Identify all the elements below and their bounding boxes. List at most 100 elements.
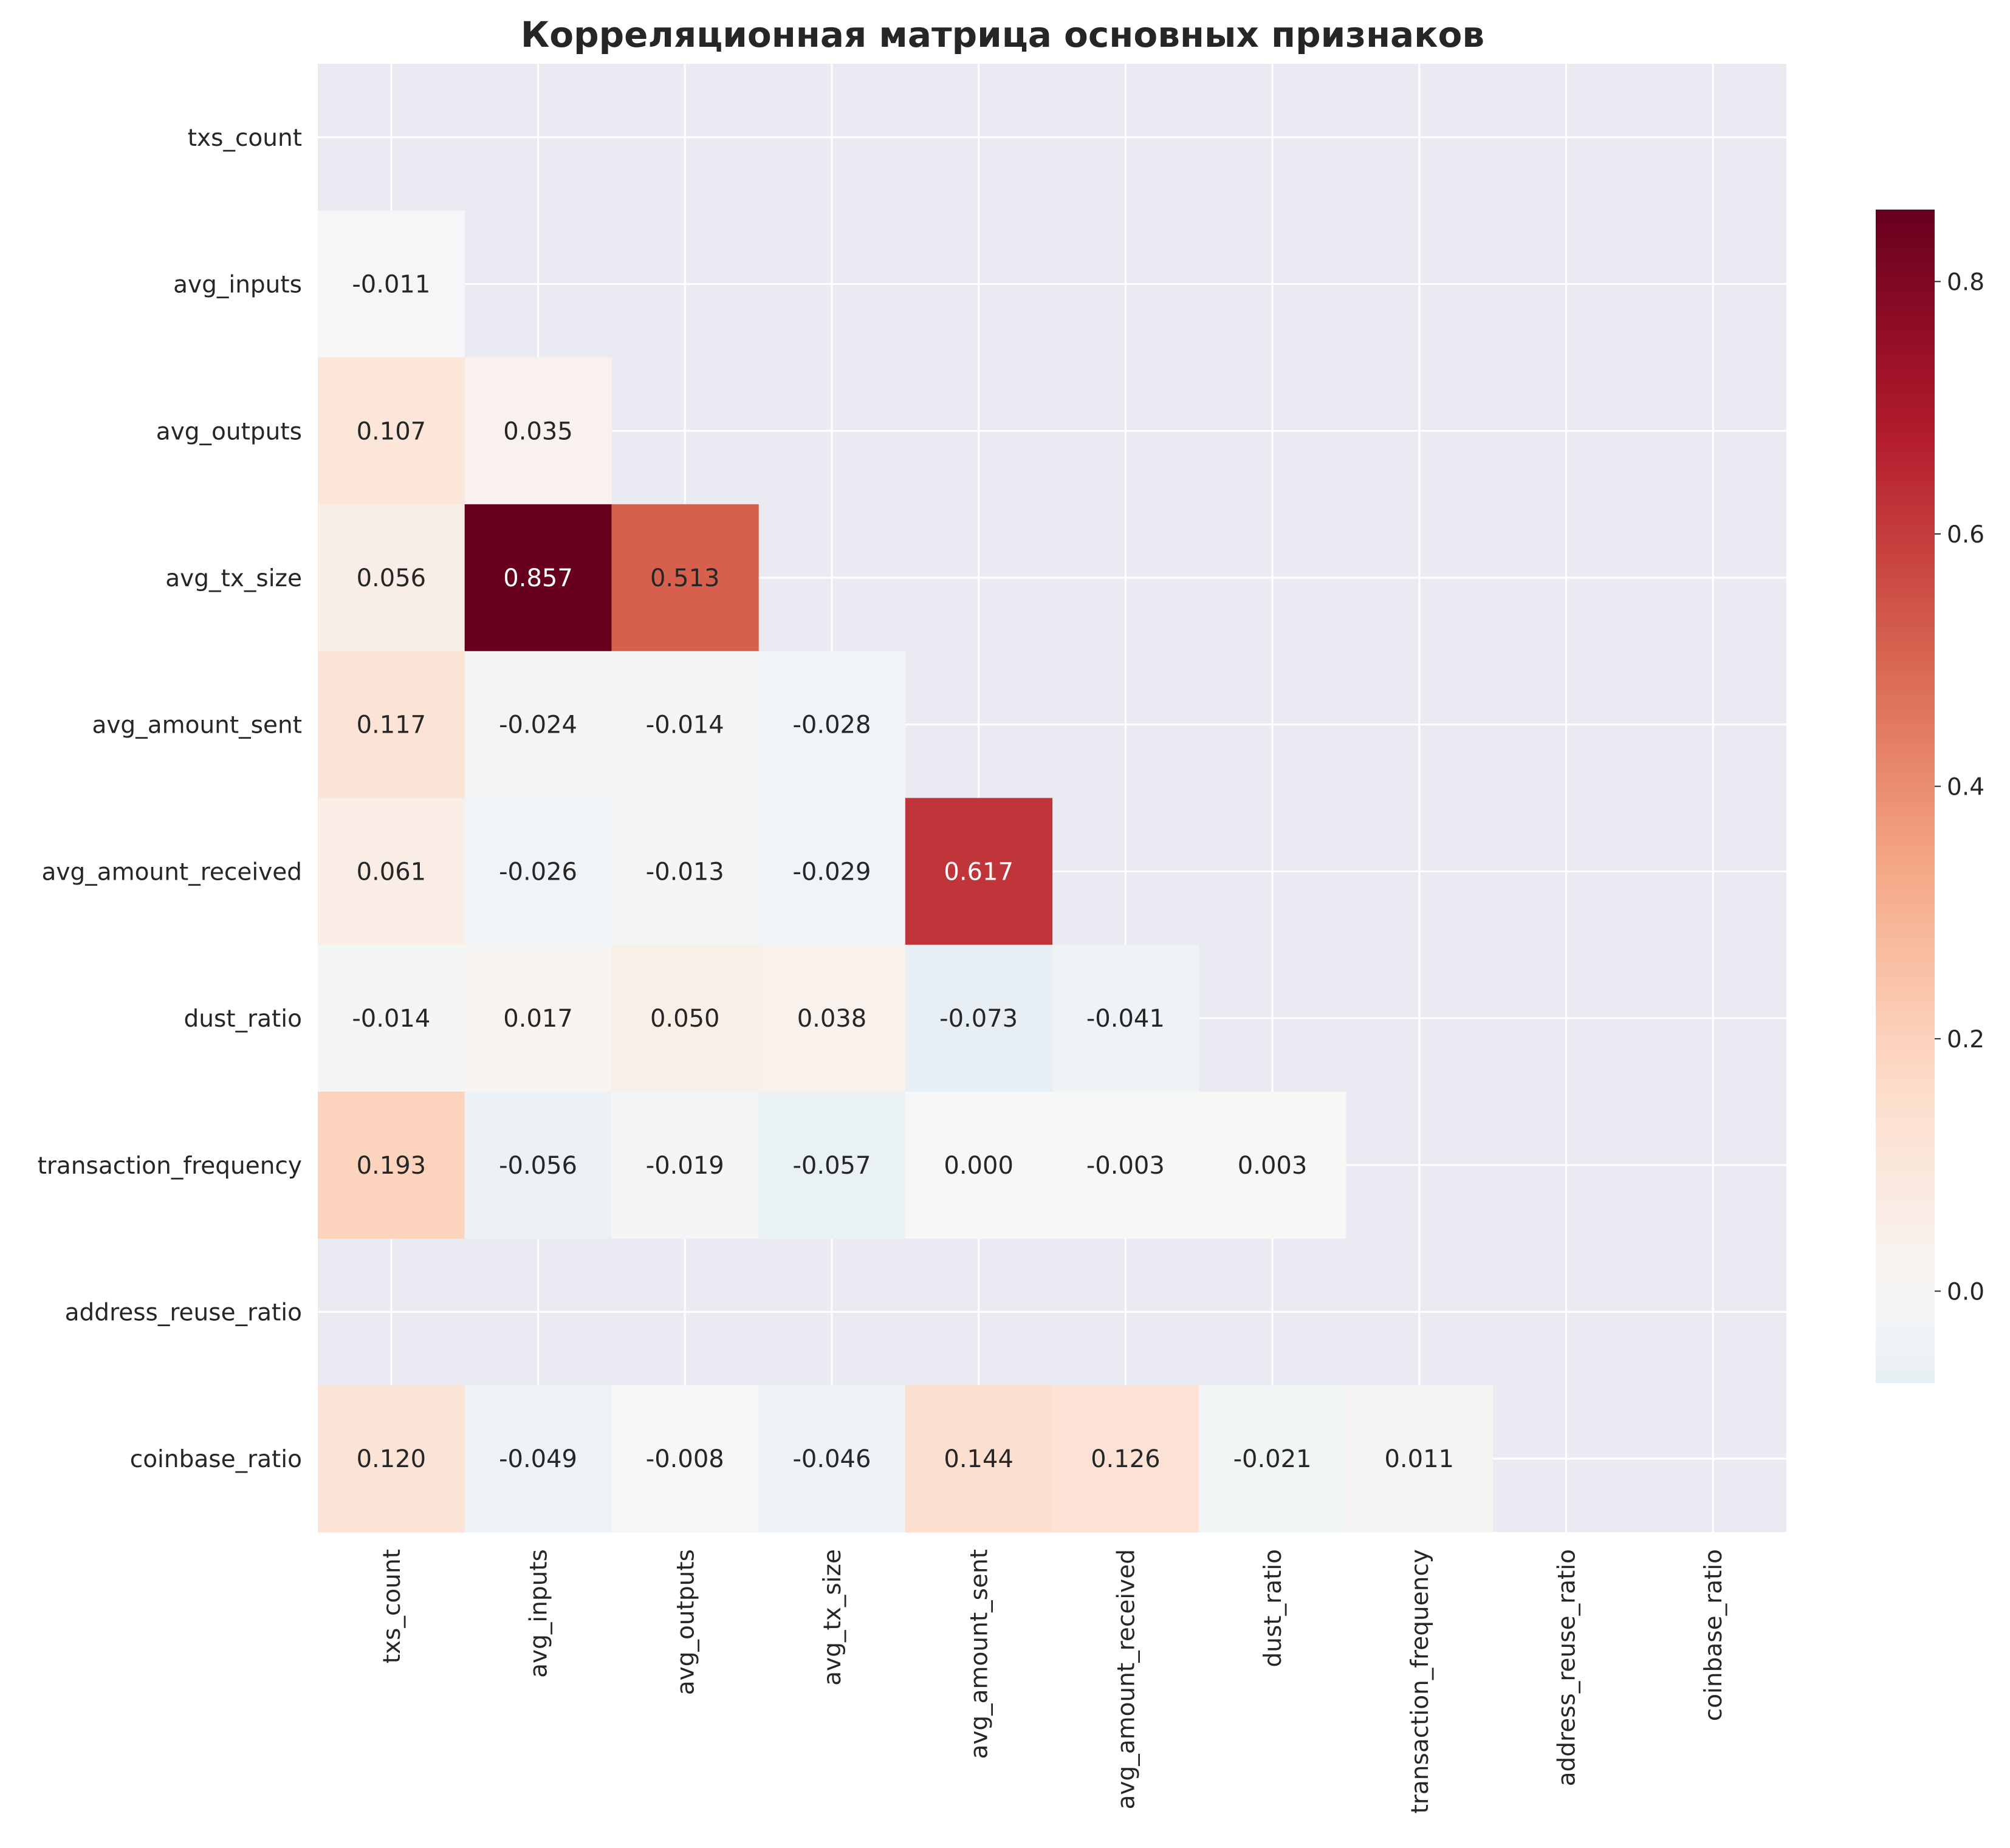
cell-value-label: 0.003 — [1238, 1152, 1308, 1180]
cell-value-label: 0.000 — [944, 1152, 1014, 1180]
y-axis-tick-labels: txs_count avg_inputs avg_outputs avg_tx_siz… — [38, 125, 302, 1473]
heatmap-cell — [1345, 1385, 1494, 1533]
cell-value-label: -0.029 — [792, 858, 871, 886]
cell-value-label: -0.073 — [939, 1005, 1018, 1033]
heatmap-cell — [1052, 1385, 1199, 1533]
cell-value-label: 0.117 — [357, 711, 427, 739]
heatmap-cell — [464, 504, 612, 652]
y-tick-label: avg_amount_received — [42, 858, 303, 886]
heatmap-cell — [1199, 1385, 1346, 1533]
heatmap-cell — [464, 945, 612, 1092]
heatmap-cell — [611, 798, 759, 945]
heatmap-cell — [1199, 1091, 1346, 1239]
colorbar-tick-label: 0.4 — [1947, 773, 1984, 801]
cell-value-label: 0.050 — [650, 1005, 720, 1033]
colorbar-gradient — [1876, 210, 1935, 1383]
x-tick-label: txs_count — [379, 1549, 406, 1663]
heatmap-cell — [758, 1385, 906, 1533]
heatmap-cell — [318, 210, 465, 358]
x-tick-label: avg_amount_sent — [966, 1549, 993, 1759]
heatmap-cell — [464, 1385, 612, 1533]
heatmap-cell — [318, 651, 465, 799]
cell-value-label: -0.013 — [646, 858, 724, 886]
cell-value-label: -0.024 — [499, 711, 577, 739]
heatmap-cell — [905, 945, 1053, 1092]
heatmap-cell — [758, 1091, 906, 1239]
y-tick-label: avg_tx_size — [165, 565, 302, 592]
cell-value-label: -0.003 — [1086, 1152, 1165, 1180]
heatmap-cell — [611, 1091, 759, 1239]
x-tick-label: avg_tx_size — [819, 1549, 846, 1686]
cell-value-label: 0.120 — [357, 1445, 427, 1473]
y-tick-label: avg_outputs — [156, 418, 302, 445]
cell-value-label: 0.513 — [650, 564, 720, 592]
heatmap-cell — [611, 1385, 759, 1533]
cell-value-label: 0.617 — [944, 858, 1014, 886]
heatmap-cell — [318, 1091, 465, 1239]
heatmap-cell — [318, 357, 465, 505]
heatmap-cell — [905, 798, 1053, 945]
y-tick-label: dust_ratio — [184, 1005, 302, 1033]
cell-value-label: 0.144 — [944, 1445, 1014, 1473]
heatmap-cells: -0.011 0.107 0.035 0.056 0.857 0.513 0.117 -0.0… — [318, 210, 1494, 1533]
heatmap-cell — [758, 651, 906, 799]
cell-value-label: -0.019 — [646, 1152, 724, 1180]
cell-value-label: 0.011 — [1384, 1445, 1454, 1473]
x-tick-label: avg_amount_received — [1113, 1549, 1140, 1810]
heatmap-cell — [318, 798, 465, 945]
heatmap-cell — [1052, 1091, 1199, 1239]
heatmap-cell — [905, 1091, 1053, 1239]
cell-value-label: -0.014 — [352, 1005, 430, 1033]
y-tick-label: avg_amount_sent — [92, 712, 302, 739]
cell-value-label: -0.041 — [1086, 1005, 1165, 1033]
x-tick-label: transaction_frequency — [1407, 1549, 1434, 1813]
x-tick-label: avg_outputs — [672, 1549, 699, 1695]
heatmap-cell — [611, 651, 759, 799]
y-tick-label: coinbase_ratio — [130, 1446, 302, 1473]
heatmap-cell — [758, 945, 906, 1092]
heatmap-cell — [318, 1385, 465, 1533]
cell-value-label: 0.061 — [357, 858, 427, 886]
cell-value-label: -0.046 — [792, 1445, 871, 1473]
x-tick-label: avg_inputs — [526, 1549, 553, 1678]
cell-value-label: -0.011 — [352, 271, 430, 299]
cell-value-label: -0.021 — [1233, 1445, 1312, 1473]
heatmap-cell — [318, 504, 465, 652]
cell-value-label: 0.857 — [503, 564, 573, 592]
colorbar-tick-label: 0.2 — [1947, 1026, 1984, 1053]
chart-title: Корреляционная матрица основных признако… — [521, 14, 1484, 55]
colorbar-tick-label: 0.8 — [1947, 269, 1984, 296]
heatmap-cell — [905, 1385, 1053, 1533]
cell-value-label: -0.057 — [792, 1152, 871, 1180]
heatmap-cell — [318, 945, 465, 1092]
heatmap-cell — [611, 945, 759, 1092]
cell-value-label: 0.038 — [797, 1005, 867, 1033]
colorbar-tick-label: 0.6 — [1947, 521, 1984, 549]
x-tick-label: dust_ratio — [1260, 1549, 1287, 1668]
cell-value-label: -0.008 — [646, 1445, 724, 1473]
cell-value-label: -0.056 — [499, 1152, 577, 1180]
cell-value-label: -0.014 — [646, 711, 724, 739]
cell-value-label: 0.193 — [357, 1152, 427, 1180]
heatmap-cell — [1052, 945, 1199, 1092]
heatmap-cell — [758, 798, 906, 945]
cell-value-label: 0.056 — [357, 564, 427, 592]
x-tick-label: coinbase_ratio — [1700, 1549, 1727, 1721]
colorbar: 0.0 0.2 0.4 0.6 0.8 — [1876, 210, 1984, 1383]
y-tick-label: address_reuse_ratio — [65, 1299, 302, 1326]
heatmap-cell — [464, 651, 612, 799]
cell-value-label: 0.126 — [1091, 1445, 1161, 1473]
y-tick-label: transaction_frequency — [38, 1152, 302, 1180]
cell-value-label: 0.035 — [503, 417, 573, 445]
x-tick-label: address_reuse_ratio — [1553, 1549, 1580, 1786]
x-axis-tick-labels: txs_count avg_inputs avg_outputs avg_tx_siz… — [379, 1549, 1727, 1813]
y-tick-label: avg_inputs — [173, 272, 302, 299]
colorbar-tick-label: 0.0 — [1947, 1278, 1984, 1306]
heatmap-cell — [611, 504, 759, 652]
cell-value-label: -0.049 — [499, 1445, 577, 1473]
cell-value-label: 0.017 — [503, 1005, 573, 1033]
cell-value-label: -0.028 — [792, 711, 871, 739]
heatmap-cell — [464, 798, 612, 945]
cell-value-label: -0.026 — [499, 858, 577, 886]
